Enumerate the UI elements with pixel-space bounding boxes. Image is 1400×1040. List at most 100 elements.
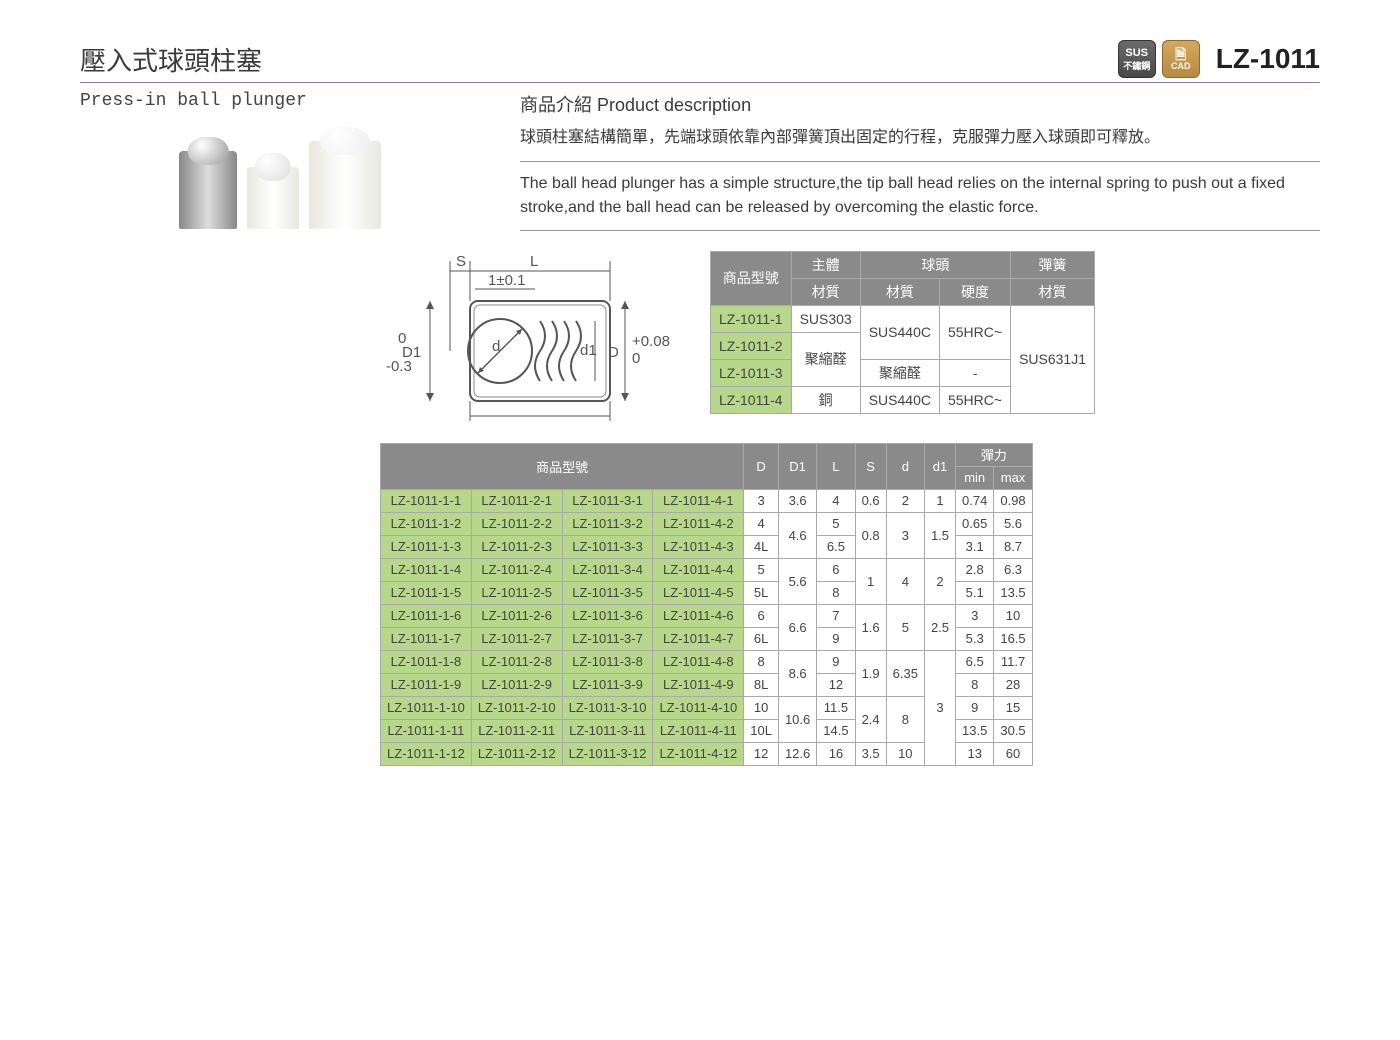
- spec-model-cell: LZ-1011-4-11: [653, 719, 744, 742]
- mat-hdr-ball: 球頭: [860, 251, 1010, 278]
- cad-badge-icon: 🗎 CAD: [1162, 40, 1200, 78]
- spec-model-cell: LZ-1011-2-6: [471, 604, 562, 627]
- spec-cell-S: 1.6: [855, 604, 886, 650]
- spec-model-cell: LZ-1011-2-8: [471, 650, 562, 673]
- spec-cell-D: 4L: [744, 535, 779, 558]
- mat-hdr-model: 商品型號: [711, 251, 792, 305]
- spec-cell-L: 12: [817, 673, 855, 696]
- spec-model-cell: LZ-1011-1-5: [381, 581, 472, 604]
- spec-cell-min: 13: [956, 742, 994, 765]
- spec-cell-d: 4: [886, 558, 924, 604]
- spec-model-cell: LZ-1011-4-7: [653, 627, 744, 650]
- spec-cell-d1: 1.5: [924, 512, 955, 558]
- header-right: SUS 不鏽鋼 🗎 CAD LZ-1011: [1118, 40, 1320, 78]
- spec-cell-D: 5: [744, 558, 779, 581]
- spec-cell-D: 12: [744, 742, 779, 765]
- spec-model-cell: LZ-1011-3-9: [562, 673, 653, 696]
- spec-model-cell: LZ-1011-3-5: [562, 581, 653, 604]
- spec-model-cell: LZ-1011-4-5: [653, 581, 744, 604]
- desc-en: The ball head plunger has a simple struc…: [520, 172, 1320, 231]
- spec-cell-D: 6L: [744, 627, 779, 650]
- spec-cell-d: 5: [886, 604, 924, 650]
- spec-cell-min: 8: [956, 673, 994, 696]
- spec-model-cell: LZ-1011-2-7: [471, 627, 562, 650]
- spec-model-cell: LZ-1011-4-6: [653, 604, 744, 627]
- spec-cell-max: 60: [994, 742, 1032, 765]
- title-en: Press-in ball plunger: [80, 91, 480, 111]
- spec-row: LZ-1011-1-2LZ-1011-2-2LZ-1011-3-2LZ-1011…: [381, 512, 1033, 535]
- spec-cell-S: 3.5: [855, 742, 886, 765]
- spec-cell-L: 7: [817, 604, 855, 627]
- spec-cell-S: 2.4: [855, 696, 886, 742]
- spec-model-cell: LZ-1011-1-4: [381, 558, 472, 581]
- spec-cell-S: 0.6: [855, 489, 886, 512]
- spec-model-cell: LZ-1011-3-11: [562, 719, 653, 742]
- spec-row: LZ-1011-1-8LZ-1011-2-8LZ-1011-3-8LZ-1011…: [381, 650, 1033, 673]
- spec-cell-D1: 5.6: [778, 558, 816, 604]
- svg-text:+0.08: +0.08: [632, 333, 670, 350]
- spec-cell-max: 15: [994, 696, 1032, 719]
- spec-cell-min: 3.1: [956, 535, 994, 558]
- spec-cell-max: 13.5: [994, 581, 1032, 604]
- spec-model-cell: LZ-1011-1-12: [381, 742, 472, 765]
- spec-cell-L: 8: [817, 581, 855, 604]
- spec-cell-L: 16: [817, 742, 855, 765]
- spec-cell-d: 3: [886, 512, 924, 558]
- spec-model-cell: LZ-1011-3-10: [562, 696, 653, 719]
- spec-cell-D: 10: [744, 696, 779, 719]
- spec-cell-L: 14.5: [817, 719, 855, 742]
- spec-cell-min: 6.5: [956, 650, 994, 673]
- spec-model-cell: LZ-1011-2-9: [471, 673, 562, 696]
- spec-model-cell: LZ-1011-1-2: [381, 512, 472, 535]
- mat-hdr-body: 主體: [791, 251, 860, 278]
- spec-cell-d: 2: [886, 489, 924, 512]
- spec-cell-max: 30.5: [994, 719, 1032, 742]
- spec-cell-D1: 3.6: [778, 489, 816, 512]
- plunger-image-1: [179, 151, 237, 229]
- spec-cell-L: 4: [817, 489, 855, 512]
- svg-text:D: D: [608, 344, 619, 361]
- spec-cell-L: 5: [817, 512, 855, 535]
- spec-cell-max: 8.7: [994, 535, 1032, 558]
- part-number: LZ-1011: [1216, 43, 1320, 75]
- spec-model-cell: LZ-1011-3-8: [562, 650, 653, 673]
- desc-cn: 球頭柱塞結構簡單，先端球頭依靠內部彈簧頂出固定的行程，克服彈力壓入球頭即可釋放。: [520, 125, 1320, 162]
- spec-cell-D: 4: [744, 512, 779, 535]
- spec-model-cell: LZ-1011-1-3: [381, 535, 472, 558]
- spec-cell-S: 1: [855, 558, 886, 604]
- svg-text:d1: d1: [580, 342, 597, 359]
- spec-cell-D1: 12.6: [778, 742, 816, 765]
- spec-cell-max: 0.98: [994, 489, 1032, 512]
- spec-cell-D: 5L: [744, 581, 779, 604]
- spec-model-cell: LZ-1011-2-10: [471, 696, 562, 719]
- spec-table: 商品型號 D D1 L S d d1 彈力 min max LZ-1011-1-…: [380, 443, 1033, 766]
- spec-row: LZ-1011-1-1LZ-1011-2-1LZ-1011-3-1LZ-1011…: [381, 489, 1033, 512]
- spec-cell-L: 6.5: [817, 535, 855, 558]
- svg-text:0: 0: [632, 350, 640, 367]
- spec-cell-max: 11.7: [994, 650, 1032, 673]
- spec-cell-min: 5.1: [956, 581, 994, 604]
- spec-model-cell: LZ-1011-2-5: [471, 581, 562, 604]
- spec-model-cell: LZ-1011-4-4: [653, 558, 744, 581]
- file-icon: 🗎: [1175, 47, 1186, 61]
- spec-cell-d1: 2.5: [924, 604, 955, 650]
- spec-row: LZ-1011-1-4LZ-1011-2-4LZ-1011-3-4LZ-1011…: [381, 558, 1033, 581]
- spec-model-cell: LZ-1011-4-1: [653, 489, 744, 512]
- material-table: 商品型號 主體 球頭 彈簧 材質 材質 硬度 材質 LZ-1011-1 SUS3…: [710, 251, 1095, 414]
- spec-cell-d1: 1: [924, 489, 955, 512]
- spec-row: LZ-1011-1-6LZ-1011-2-6LZ-1011-3-6LZ-1011…: [381, 604, 1033, 627]
- spec-cell-min: 3: [956, 604, 994, 627]
- spec-cell-min: 2.8: [956, 558, 994, 581]
- spec-model-cell: LZ-1011-1-8: [381, 650, 472, 673]
- spec-cell-min: 0.74: [956, 489, 994, 512]
- spec-cell-d: 8: [886, 696, 924, 742]
- spec-model-cell: LZ-1011-4-8: [653, 650, 744, 673]
- spec-model-cell: LZ-1011-2-11: [471, 719, 562, 742]
- spec-cell-D: 8L: [744, 673, 779, 696]
- spec-section: 商品型號 D D1 L S d d1 彈力 min max LZ-1011-1-…: [380, 443, 1320, 766]
- svg-text:1±0.1: 1±0.1: [488, 272, 525, 289]
- spec-model-cell: LZ-1011-3-12: [562, 742, 653, 765]
- spec-model-cell: LZ-1011-1-10: [381, 696, 472, 719]
- spec-cell-L: 9: [817, 650, 855, 673]
- header: 壓入式球頭柱塞 SUS 不鏽鋼 🗎 CAD LZ-1011: [80, 40, 1320, 83]
